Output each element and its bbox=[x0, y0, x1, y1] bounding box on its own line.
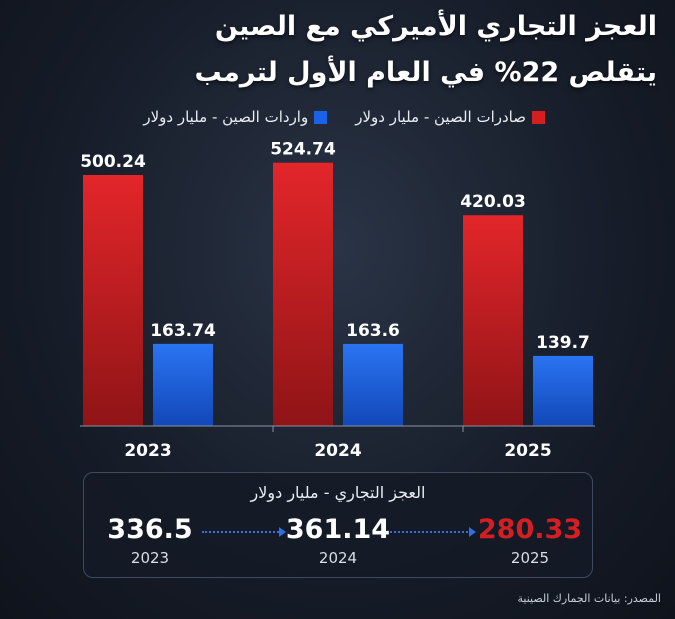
bar-imports-2025 bbox=[533, 355, 593, 426]
deficit-item-2023: 336.5 2023 bbox=[90, 513, 210, 567]
bar-exports-2023 bbox=[83, 174, 143, 426]
legend-label-imports: واردات الصين - مليار دولار bbox=[143, 108, 309, 126]
deficit-value-2024: 361.14 bbox=[285, 514, 391, 545]
deficit-year-2023: 2023 bbox=[130, 549, 170, 567]
bar-imports-2023 bbox=[153, 343, 213, 426]
title-line-2: يتقلص 22% في العام الأول لترمب bbox=[194, 57, 657, 88]
deficit-year-2024: 2024 bbox=[318, 549, 358, 567]
data-label-exports-2023: 500.24 bbox=[80, 152, 146, 172]
legend-item-exports: صادرات الصين - مليار دولار bbox=[355, 108, 545, 126]
legend-swatch-exports bbox=[532, 110, 545, 124]
deficit-item-2025: 280.33 2025 bbox=[470, 513, 590, 567]
deficit-year-2025: 2025 bbox=[510, 549, 550, 567]
deficit-panel-title: العجز التجاري - مليار دولار bbox=[250, 483, 426, 502]
x-tick-label-2025: 2025 bbox=[504, 441, 551, 461]
deficit-value-2023: 336.5 bbox=[107, 514, 193, 545]
data-label-imports-2024: 163.6 bbox=[346, 321, 400, 341]
source-note: المصدر: بيانات الجمارك الصينية bbox=[517, 592, 662, 605]
arrow-2024-2025 bbox=[390, 527, 476, 537]
data-label-exports-2024: 524.74 bbox=[270, 140, 336, 160]
legend-item-imports: واردات الصين - مليار دولار bbox=[143, 108, 328, 126]
deficit-value-2025: 280.33 bbox=[477, 514, 583, 545]
chart-bars: 500.24 163.74 524.74 163.6 420.03 139.7 bbox=[80, 140, 593, 426]
chart-title: العجز التجاري الأميركي مع الصين يتقلص 22… bbox=[17, 4, 657, 96]
x-axis-ticks: 2023 2024 2025 bbox=[124, 426, 552, 461]
bar-exports-2025 bbox=[463, 215, 523, 426]
bar-imports-2024 bbox=[343, 343, 403, 426]
data-label-imports-2023: 163.74 bbox=[150, 321, 216, 341]
legend: صادرات الصين - مليار دولار واردات الصين … bbox=[143, 108, 545, 126]
legend-swatch-imports bbox=[314, 110, 328, 124]
data-label-imports-2025: 139.7 bbox=[536, 333, 590, 353]
bar-exports-2024 bbox=[273, 162, 333, 426]
title-line-1: العجز التجاري الأميركي مع الصين bbox=[214, 11, 657, 42]
deficit-panel: العجز التجاري - مليار دولار 336.5 2023 3… bbox=[83, 472, 593, 578]
arrow-2023-2024 bbox=[202, 527, 286, 537]
deficit-item-2024: 361.14 2024 bbox=[278, 513, 398, 567]
x-tick-label-2024: 2024 bbox=[314, 441, 361, 461]
data-label-exports-2025: 420.03 bbox=[460, 192, 526, 212]
x-tick-label-2023: 2023 bbox=[124, 441, 171, 461]
legend-label-exports: صادرات الصين - مليار دولار bbox=[355, 108, 526, 126]
